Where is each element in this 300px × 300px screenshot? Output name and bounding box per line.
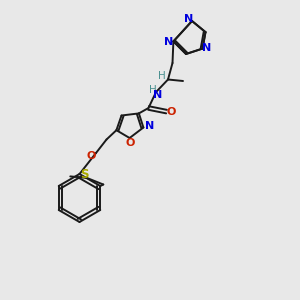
Text: N: N bbox=[153, 89, 162, 100]
Text: N: N bbox=[164, 37, 173, 47]
Text: O: O bbox=[86, 151, 96, 161]
Text: H: H bbox=[149, 85, 157, 95]
Text: O: O bbox=[167, 106, 176, 117]
Text: H: H bbox=[158, 71, 165, 81]
Text: O: O bbox=[125, 138, 135, 148]
Text: N: N bbox=[202, 43, 211, 53]
Text: N: N bbox=[145, 121, 154, 131]
Text: N: N bbox=[184, 14, 193, 24]
Text: S: S bbox=[80, 168, 88, 181]
